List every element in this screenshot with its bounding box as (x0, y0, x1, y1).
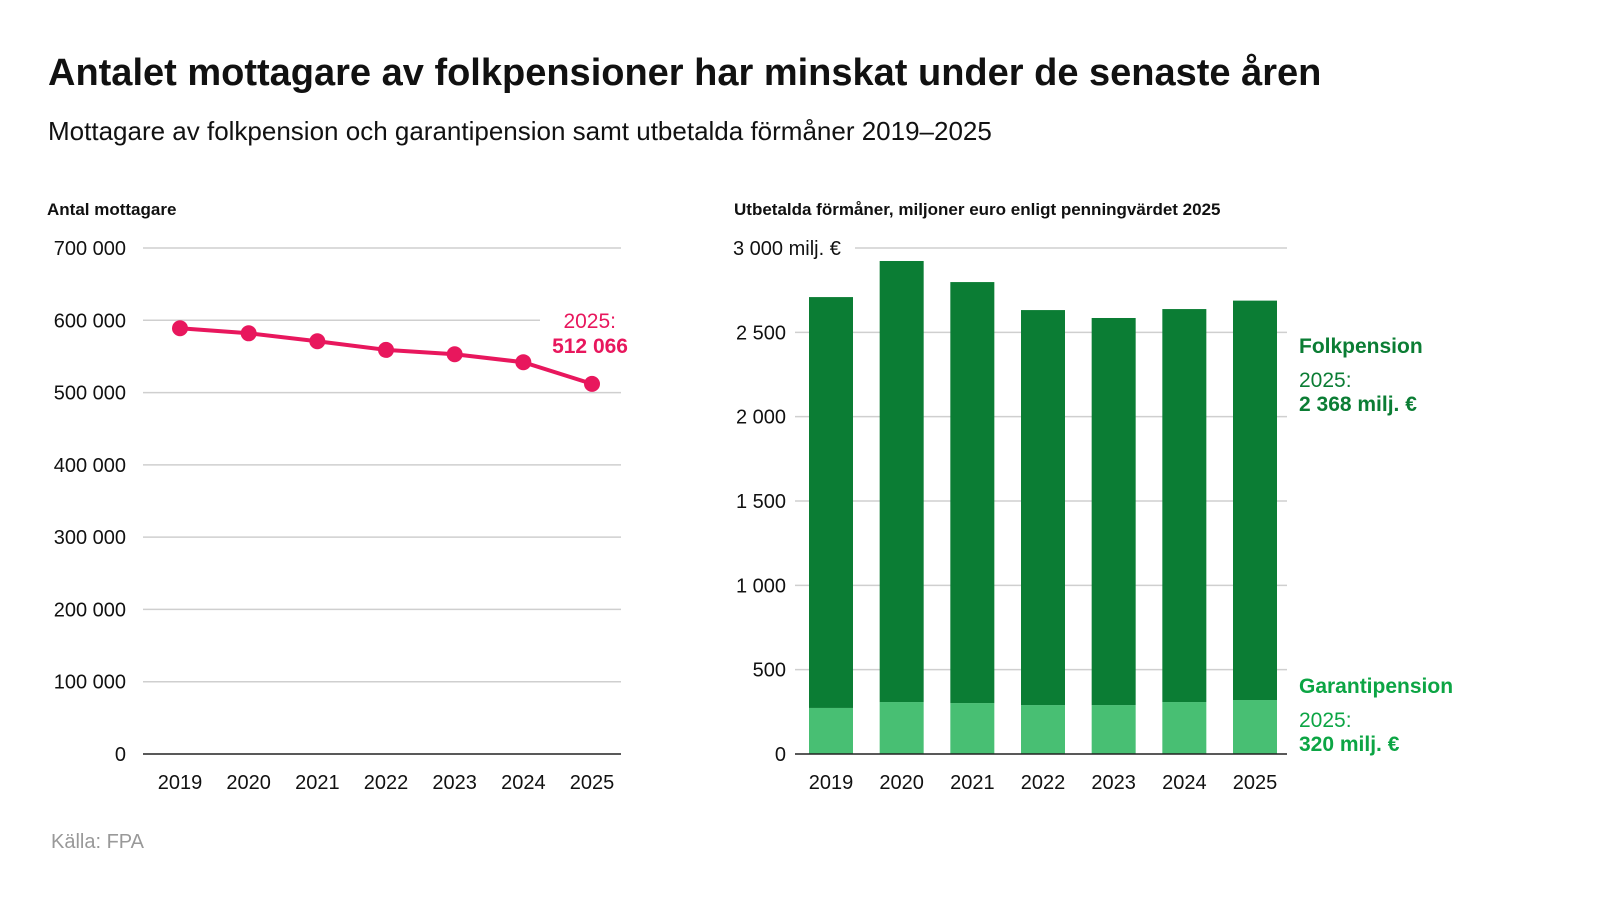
bar-folkpension (1021, 310, 1065, 706)
bar-garantipension (950, 703, 995, 754)
bar-folkpension (1162, 309, 1207, 703)
bar-garantipension (879, 702, 924, 754)
y-tick-label: 2 000 (736, 407, 786, 429)
legend-label: Folkpension (1299, 335, 1423, 358)
x-tick-label: 2024 (501, 772, 546, 794)
x-tick-label: 2019 (158, 772, 203, 794)
y-tick-label: 0 (775, 744, 786, 766)
page-subtitle: Mottagare av folkpension och garantipens… (48, 116, 992, 146)
left-chart-title: Antal mottagare (47, 200, 176, 219)
y-tick-label: 200 000 (54, 599, 126, 621)
annotation-year: 2025: (1299, 709, 1352, 732)
y-tick-label: 1 500 (736, 491, 786, 513)
data-point (584, 375, 600, 392)
legend-label: Garantipension (1299, 675, 1453, 698)
y-tick-label: 2 500 (736, 322, 786, 344)
bar-folkpension (879, 260, 924, 703)
x-tick-label: 2020 (226, 772, 271, 794)
page-title: Antalet mottagare av folkpensioner har m… (48, 52, 1321, 94)
bar-folkpension (809, 297, 853, 708)
bar-garantipension (1091, 705, 1136, 754)
x-tick-label: 2023 (1091, 772, 1136, 794)
right-chart-title: Utbetalda förmåner, miljoner euro enligt… (734, 200, 1221, 219)
y-tick-label: 500 (753, 660, 786, 682)
data-point (378, 341, 394, 358)
bar-folkpension (1233, 300, 1277, 701)
x-tick-label: 2021 (295, 772, 340, 794)
x-tick-label: 2022 (1021, 772, 1066, 794)
y-tick-label: 700 000 (54, 238, 126, 260)
y-tick-label: 3 000 milj. € (733, 238, 841, 260)
x-tick-label: 2025 (570, 772, 615, 794)
y-tick-label: 100 000 (54, 672, 126, 694)
x-tick-label: 2025 (1233, 772, 1278, 794)
bar-folkpension (1091, 317, 1136, 706)
bar-garantipension (1162, 702, 1207, 754)
annotation-value: 320 milj. € (1299, 733, 1400, 756)
bar-garantipension (1021, 705, 1065, 754)
annotation-value: 2 368 milj. € (1299, 393, 1417, 416)
data-point (172, 320, 188, 337)
data-point (240, 325, 257, 342)
data-point (515, 354, 532, 371)
y-tick-label: 500 000 (54, 383, 126, 405)
bar-garantipension (1233, 700, 1277, 754)
y-tick-label: 300 000 (54, 527, 126, 549)
x-tick-label: 2022 (364, 772, 409, 794)
x-tick-label: 2024 (1162, 772, 1207, 794)
x-tick-label: 2020 (879, 772, 924, 794)
data-point (446, 346, 463, 363)
y-tick-label: 1 000 (736, 575, 786, 597)
y-tick-label: 400 000 (54, 455, 126, 477)
annotation-year: 2025: (1299, 369, 1352, 392)
annotation-year: 2025: (563, 310, 616, 333)
bar-garantipension (809, 707, 853, 754)
x-tick-label: 2023 (432, 772, 477, 794)
bar-folkpension (950, 282, 995, 704)
y-tick-label: 600 000 (54, 310, 126, 332)
x-tick-label: 2021 (950, 772, 995, 794)
annotation-value: 512 066 (552, 335, 628, 358)
x-tick-label: 2019 (809, 772, 854, 794)
data-point (309, 333, 326, 350)
y-tick-label: 0 (115, 744, 126, 766)
source-note: Källa: FPA (51, 831, 145, 853)
